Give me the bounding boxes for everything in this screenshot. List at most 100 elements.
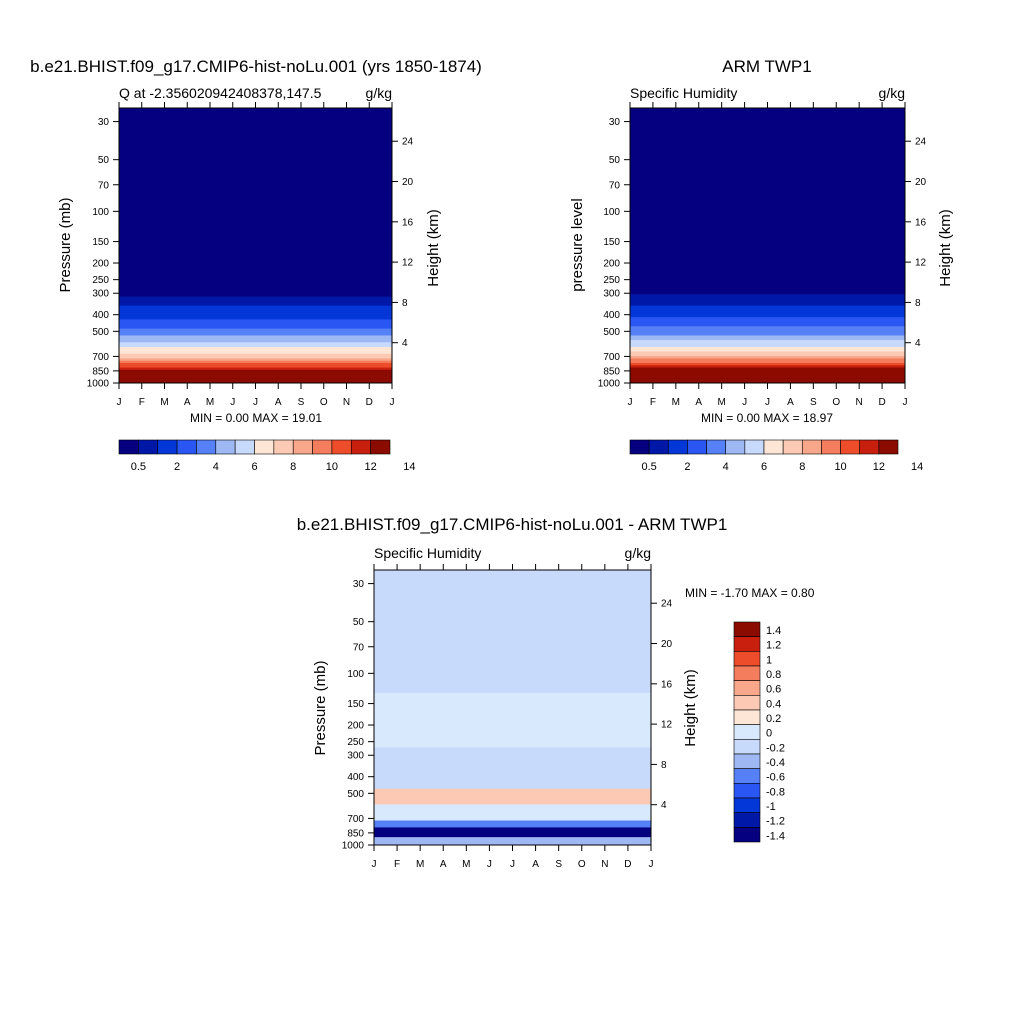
x-tick-label: J [742,397,747,408]
contour-band [630,208,905,212]
x-tick-label: J [649,859,654,870]
y-tick-label: 850 [347,828,364,839]
colorbar-swatch [733,651,761,667]
colorbar-swatch [648,439,669,455]
contour-band [630,160,905,164]
contour-band [630,176,905,180]
contour-band [630,126,905,130]
contour-band [119,369,392,373]
contour-band [119,126,392,130]
x-tick-label: A [787,397,794,408]
contour-band [119,337,392,341]
y-tick-label: 500 [603,327,620,338]
contour-band [119,250,392,253]
contour-band [630,238,905,242]
x-tick-label: O [320,397,328,408]
contour-band [630,197,905,201]
contour-band [630,360,905,363]
colorbar-label: 0.8 [766,669,781,681]
colorbar-swatch [733,753,761,769]
y-axis-label: Pressure (mb) [57,197,74,292]
contour-band [374,570,651,694]
contour-band [119,133,392,137]
colorbar-swatch [176,439,197,455]
colorbar-swatch [733,695,761,711]
contour-band [119,309,392,313]
contour-band [119,215,392,219]
y-tick-label: 1000 [87,379,110,390]
colorbar-label: -0.6 [766,772,785,784]
contour-band [119,149,392,153]
contour-band [630,108,905,111]
colorbar-label: -0.2 [766,742,785,754]
colorbar-swatch [118,439,139,455]
y-right-tick-label: 20 [402,177,414,188]
y-axis-label: Pressure (mb) [312,660,329,755]
contour-field [119,108,392,383]
contour-band [119,128,392,132]
contour-band [119,190,392,194]
contour-band [630,341,905,345]
y-right-tick-label: 16 [915,217,927,228]
colorbar-label: 1.2 [766,640,781,652]
contour-band [630,240,905,244]
contour-band [630,373,905,377]
contour-band [630,311,905,315]
contour-band [119,263,392,267]
y-right-tick-label: 20 [661,639,673,650]
contour-band [630,334,905,338]
contour-band [630,376,905,380]
y-tick-label: 850 [92,366,109,377]
contour-band [630,165,905,169]
contour-band [119,254,392,258]
colorbar-label: 4 [723,461,729,473]
contour-band [630,268,905,272]
contour-band [119,158,392,162]
y-tick-label: 70 [353,642,365,653]
contour-band [119,350,392,354]
contour-band [119,208,392,212]
colorbar-label: -1 [766,801,776,813]
colorbar-swatch [859,439,880,455]
colorbar-swatch [733,636,761,652]
contour-band [630,325,905,329]
y-right-tick-label: 8 [402,298,408,309]
contour-band [630,142,905,146]
contour-band [119,165,392,169]
colorbar-swatch [733,768,761,784]
y-tick-label: 500 [92,327,109,338]
y-axis-label: pressure level [569,198,586,291]
contour-band [630,295,905,299]
contour-band [630,286,905,290]
x-tick-label: M [416,859,424,870]
colorbar-swatch [350,439,371,455]
x-tick-label: N [601,859,608,870]
contour-band [630,130,905,134]
colorbar-label: 2 [684,461,690,473]
contour-band [119,176,392,180]
panel-units-label: g/kg [879,85,905,101]
contour-band [630,227,905,231]
contour-band [119,266,392,270]
colorbar-swatch [733,797,761,813]
contour-band [119,362,392,366]
colorbar-swatch [331,439,352,455]
contour-band [630,293,905,297]
y-right-tick-label: 8 [915,298,921,309]
contour-band [630,344,905,347]
panel-model: b.e21.BHIST.f09_g17.CMIP6-hist-noLu.001 … [30,57,482,473]
colorbar-swatch [138,439,159,455]
colorbar-swatch [157,439,178,455]
colorbar-label: 14 [911,461,923,473]
contour-band [630,337,905,341]
contour-band [630,275,905,279]
contour-band [119,197,392,201]
x-tick-label: S [298,397,305,408]
contour-band [630,135,905,139]
contour-band [630,298,905,302]
x-tick-label: J [903,397,908,408]
contour-band [630,328,905,331]
contour-band [630,266,905,270]
contour-band [630,339,905,343]
